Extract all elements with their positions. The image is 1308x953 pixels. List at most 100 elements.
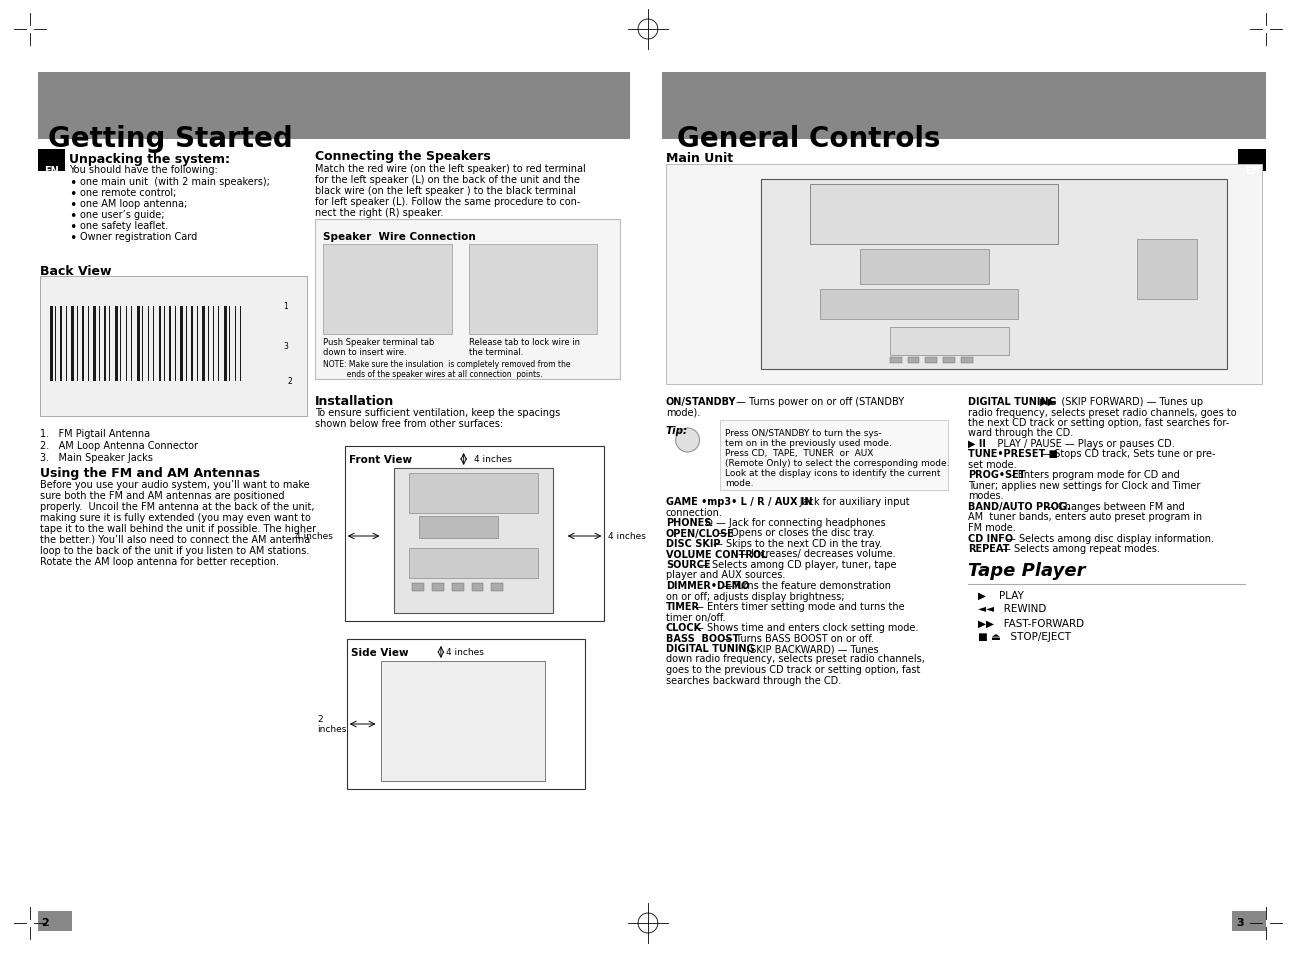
Text: 4 inches: 4 inches [473, 455, 511, 463]
Bar [811, 185, 1058, 245]
Bar [382, 661, 545, 781]
Text: Press CD,  TAPE,  TUNER  or  AUX: Press CD, TAPE, TUNER or AUX [725, 449, 874, 457]
Text: Look at the display icons to identify the current: Look at the display icons to identify th… [725, 469, 940, 477]
Text: •: • [69, 188, 77, 201]
Text: one remote control;: one remote control; [80, 188, 177, 198]
Text: 3: 3 [1236, 917, 1244, 927]
Text: loop to the back of the unit if you listen to AM stations.: loop to the back of the unit if you list… [39, 545, 309, 556]
Bar [126, 307, 127, 381]
Text: Getting Started: Getting Started [47, 125, 292, 152]
Text: mode.: mode. [725, 478, 753, 488]
Text: tape it to the wall behind the unit if possible. The higher: tape it to the wall behind the unit if p… [39, 523, 315, 534]
Bar [82, 307, 84, 381]
Text: Using the FM and AM Antennas: Using the FM and AM Antennas [39, 467, 259, 479]
Text: You should have the following:: You should have the following: [69, 165, 218, 174]
Text: connection.: connection. [666, 507, 722, 517]
Text: tem on in the previously used mode.: tem on in the previously used mode. [725, 438, 892, 448]
Text: SOURCE: SOURCE [666, 559, 710, 569]
Text: NOTE: Make sure the insulation  is completely removed from the
          ends of: NOTE: Make sure the insulation is comple… [323, 359, 570, 379]
Text: - Jack for auxiliary input: - Jack for auxiliary input [790, 497, 909, 506]
Text: Front View: Front View [349, 455, 412, 464]
Text: Press ON/STANDBY to turn the sys-: Press ON/STANDBY to turn the sys- [725, 429, 882, 437]
Text: modes.: modes. [968, 491, 1003, 501]
Text: PROG•SET: PROG•SET [968, 470, 1025, 480]
Bar [472, 583, 484, 592]
Bar [1232, 911, 1266, 931]
Circle shape [676, 429, 700, 453]
Text: Installation: Installation [315, 395, 394, 408]
Bar [908, 357, 920, 364]
Text: — Increases/ decreases volume.: — Increases/ decreases volume. [735, 549, 896, 558]
Text: FM mode.: FM mode. [968, 522, 1016, 533]
Text: 4 inches: 4 inches [608, 532, 646, 540]
Text: — Skips to the next CD in the tray.: — Skips to the next CD in the tray. [710, 538, 883, 548]
Text: •: • [69, 199, 77, 212]
Text: BASS  BOOST: BASS BOOST [666, 633, 739, 643]
Bar [889, 328, 1008, 355]
Bar [170, 307, 171, 381]
Bar [50, 307, 52, 381]
Bar [889, 357, 901, 364]
Bar [323, 245, 451, 335]
Text: Main Unit: Main Unit [666, 152, 732, 165]
Text: the better.) You’ll also need to connect the AM antenna: the better.) You’ll also need to connect… [39, 535, 310, 544]
Bar [38, 911, 72, 931]
Bar [137, 307, 140, 381]
Bar [859, 250, 989, 285]
Bar [925, 357, 938, 364]
Bar [115, 307, 118, 381]
Text: for the left speaker (L) on the back of the unit and the: for the left speaker (L) on the back of … [315, 174, 579, 185]
Bar [203, 307, 205, 381]
Text: 1: 1 [284, 302, 288, 311]
Text: shown below free from other surfaces:: shown below free from other surfaces: [315, 418, 504, 429]
Bar [38, 150, 65, 172]
Text: PLAY / PAUSE — Plays or pauses CD.: PLAY / PAUSE — Plays or pauses CD. [988, 438, 1175, 449]
Text: REPEAT: REPEAT [968, 543, 1010, 554]
Text: — Stops CD track, Sets tune or pre-: — Stops CD track, Sets tune or pre- [1032, 449, 1216, 459]
Bar [432, 583, 443, 592]
Bar [235, 307, 237, 381]
Text: Ω — Jack for connecting headphones: Ω — Jack for connecting headphones [696, 517, 886, 527]
Text: properly.  Uncoil the FM antenna at the back of the unit,: properly. Uncoil the FM antenna at the b… [39, 501, 314, 512]
Text: for left speaker (L). Follow the same procedure to con-: for left speaker (L). Follow the same pr… [315, 196, 581, 207]
Bar [662, 73, 1266, 140]
Text: TUNE•PRESET ■: TUNE•PRESET ■ [968, 449, 1058, 459]
Bar [409, 474, 538, 514]
Text: DIMMER•DEMO: DIMMER•DEMO [666, 580, 749, 590]
Text: 1.   FM Pigtail Antenna: 1. FM Pigtail Antenna [39, 429, 149, 438]
Bar [666, 165, 1262, 385]
Text: 2: 2 [42, 917, 50, 927]
Text: — Turns BASS BOOST on or off.: — Turns BASS BOOST on or off. [721, 633, 874, 643]
Text: Rotate the AM loop antenna for better reception.: Rotate the AM loop antenna for better re… [39, 557, 279, 566]
Text: Tuner; applies new settings for Clock and Timer: Tuner; applies new settings for Clock an… [968, 480, 1201, 491]
Text: AM  tuner bands, enters auto preset program in: AM tuner bands, enters auto preset progr… [968, 512, 1202, 522]
Bar [191, 307, 192, 381]
Bar [315, 220, 620, 379]
Text: PHONES: PHONES [666, 517, 712, 527]
Bar [224, 307, 226, 381]
Text: set mode.: set mode. [968, 459, 1016, 470]
Text: DISC SKIP: DISC SKIP [666, 538, 721, 548]
Text: — Selects among repeat modes.: — Selects among repeat modes. [998, 543, 1160, 554]
Text: searches backward through the CD.: searches backward through the CD. [666, 675, 841, 685]
Text: nect the right (R) speaker.: nect the right (R) speaker. [315, 208, 443, 218]
Text: Release tab to lock wire in
the terminal.: Release tab to lock wire in the terminal… [468, 337, 579, 357]
Text: 4 inches: 4 inches [446, 647, 484, 657]
Bar [39, 276, 307, 416]
Bar [72, 307, 75, 381]
Text: BAND/AUTO PROG.: BAND/AUTO PROG. [968, 501, 1070, 512]
Text: on or off; adjusts display brightness;: on or off; adjusts display brightness; [666, 591, 844, 601]
Bar [419, 517, 498, 538]
Text: ward through the CD.: ward through the CD. [968, 428, 1073, 438]
Bar [412, 583, 424, 592]
Text: CLOCK: CLOCK [666, 622, 702, 633]
Text: one user’s guide;: one user’s guide; [80, 210, 165, 220]
Bar [721, 420, 948, 491]
Text: the next CD track or setting option, fast searches for-: the next CD track or setting option, fas… [968, 417, 1230, 428]
Bar [181, 307, 183, 381]
Bar [468, 245, 598, 335]
Text: black wire (on the left speaker ) to the black terminal: black wire (on the left speaker ) to the… [315, 186, 576, 195]
Text: 2.   AM Loop Antenna Connector: 2. AM Loop Antenna Connector [39, 440, 198, 451]
Text: Before you use your audio system, you’ll want to make: Before you use your audio system, you’ll… [39, 479, 309, 490]
Bar [60, 307, 61, 381]
